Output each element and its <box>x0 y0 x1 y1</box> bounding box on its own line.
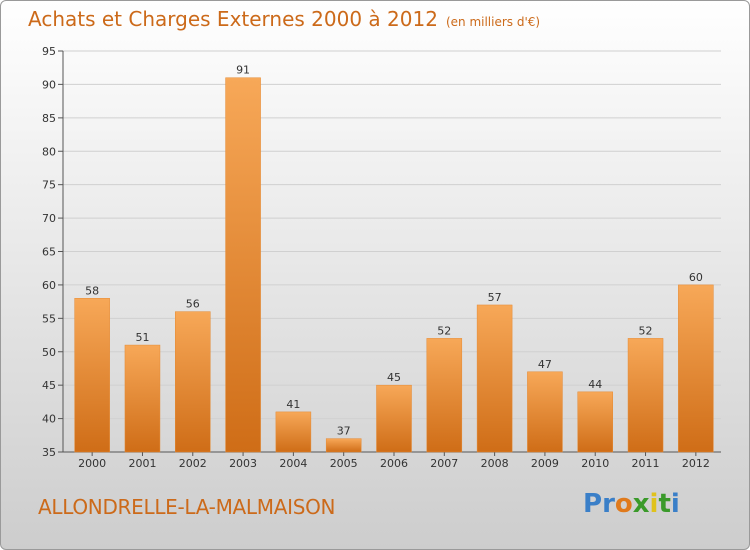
bar-2010 <box>577 391 613 453</box>
x-tick-label: 2006 <box>380 457 408 470</box>
logo-letter: o <box>614 489 633 519</box>
data-label: 52 <box>437 324 451 337</box>
x-tick-label: 2011 <box>632 457 660 470</box>
x-tick-label: 2005 <box>330 457 358 470</box>
chart-title-text: Achats et Charges Externes 2000 à 2012 <box>28 7 438 31</box>
y-tick-label: 50 <box>42 346 56 359</box>
bar-2002 <box>175 311 211 453</box>
data-label: 45 <box>387 371 401 384</box>
y-tick-label: 85 <box>42 112 56 125</box>
bar-2007 <box>426 338 463 453</box>
bar-2004 <box>275 411 312 453</box>
data-label: 41 <box>286 398 300 411</box>
data-label: 52 <box>639 324 653 337</box>
logo-letter: t <box>658 489 671 519</box>
bar-2000 <box>74 298 110 453</box>
data-label: 60 <box>689 271 703 284</box>
bar-2005 <box>325 438 362 453</box>
x-tick-label: 2001 <box>128 457 156 470</box>
bar-2006 <box>376 384 412 453</box>
bars <box>74 77 714 453</box>
y-tick-label: 45 <box>42 379 56 392</box>
x-tick-label: 2008 <box>481 457 509 470</box>
logo-letter: i <box>649 489 659 519</box>
data-label: 91 <box>236 64 250 77</box>
data-label: 37 <box>337 425 351 438</box>
logo-letter: P <box>583 489 603 519</box>
bar-2001 <box>124 344 161 453</box>
logo-letter: r <box>602 489 615 519</box>
y-tick-label: 75 <box>42 179 56 192</box>
data-label: 56 <box>186 298 200 311</box>
data-label: 58 <box>85 284 99 297</box>
y-tick-label: 70 <box>42 212 56 225</box>
bar-2011 <box>627 338 664 453</box>
logo-letter: x <box>632 489 650 519</box>
y-tick-label: 55 <box>42 312 56 325</box>
y-tick-label: 90 <box>42 78 56 91</box>
x-tick-label: 2003 <box>229 457 257 470</box>
bar-2009 <box>527 371 563 453</box>
bar-2003 <box>225 77 261 453</box>
y-tick-label: 80 <box>42 145 56 158</box>
x-tick-label: 2010 <box>581 457 609 470</box>
x-tick-label: 2002 <box>179 457 207 470</box>
data-label: 47 <box>538 358 552 371</box>
chart-subtitle: (en milliers d'€) <box>445 15 541 29</box>
data-label: 57 <box>488 291 502 304</box>
y-tick-label: 60 <box>42 279 56 292</box>
x-tick-label: 2000 <box>78 457 106 470</box>
y-tick-label: 35 <box>42 446 56 459</box>
bar-2008 <box>476 304 513 453</box>
data-label: 44 <box>588 378 602 391</box>
logo-letter: i <box>670 489 680 519</box>
labels: 35 40 45 50 55 60 65 70 75 80 85 90 95 2000 58 2001 51 20… <box>42 45 710 470</box>
x-tick-label: 2004 <box>279 457 307 470</box>
data-label: 51 <box>135 331 149 344</box>
y-tick-label: 65 <box>42 246 56 259</box>
proxiti-logo: Proxiti <box>583 489 680 519</box>
x-tick-label: 2007 <box>430 457 458 470</box>
bar-2012 <box>678 284 714 453</box>
x-tick-label: 2012 <box>682 457 710 470</box>
chart-title: Achats et Charges Externes 2000 à 2012 (e… <box>28 7 540 31</box>
y-tick-label: 40 <box>42 413 56 426</box>
x-tick-label: 2009 <box>531 457 559 470</box>
y-tick-label: 95 <box>42 45 56 58</box>
commune-name: ALLONDRELLE-LA-MALMAISON <box>38 495 336 519</box>
